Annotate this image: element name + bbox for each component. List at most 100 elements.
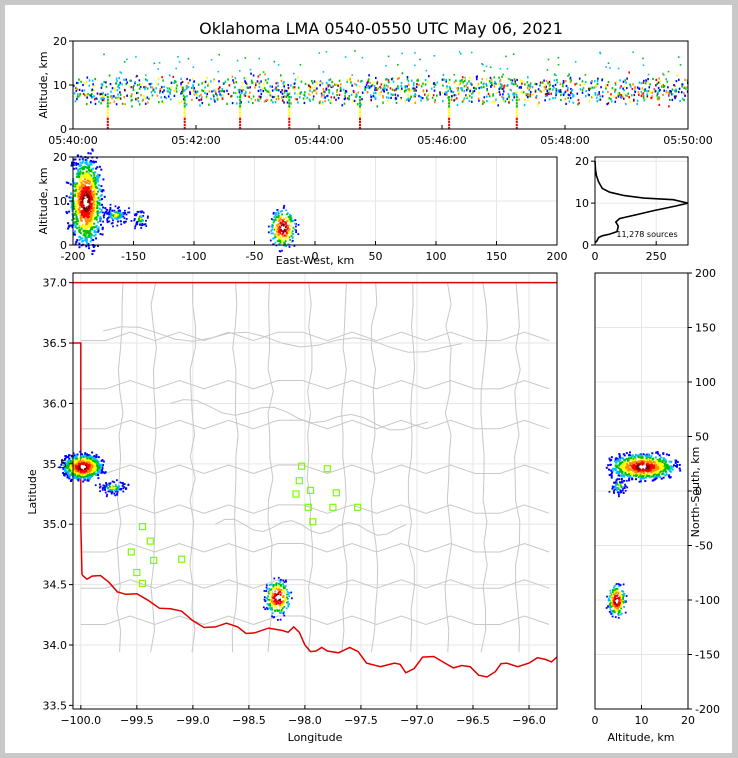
east-west-point (128, 211, 131, 214)
north-south-point (635, 472, 638, 475)
north-south-point (646, 471, 649, 474)
east-west-point (82, 234, 85, 237)
east-west-point (88, 247, 91, 250)
altitude-time-point (413, 95, 416, 98)
east-west-point (79, 170, 82, 173)
plan-view-point (114, 484, 117, 487)
north-south-point (622, 468, 625, 471)
altitude-time-point (593, 86, 595, 89)
plan-view-point (86, 479, 89, 482)
north-south-point (640, 456, 642, 459)
east-west-point (88, 222, 91, 225)
altitude-time-point (452, 91, 454, 94)
altitude-time-point (649, 91, 652, 94)
east-west-point (124, 209, 126, 212)
north-south-point (611, 467, 614, 470)
north-south-point (621, 590, 624, 592)
plan-view-point (284, 585, 287, 587)
east-west-point (277, 226, 279, 228)
altitude-time-point (591, 95, 594, 98)
altitude-time-point (544, 94, 547, 98)
east-west-point (81, 225, 84, 227)
altitude-time-point (180, 85, 182, 88)
altitude-time-point (426, 98, 429, 101)
altitude-time-point (382, 96, 384, 99)
plan-view-point (73, 456, 76, 459)
county-line (103, 326, 462, 353)
north-south-point (650, 463, 653, 466)
altitude-time-point (300, 80, 303, 83)
east-west-point (85, 213, 88, 216)
altitude-time-point (369, 81, 371, 84)
north-south-point (620, 474, 623, 477)
north-south-point (618, 495, 620, 498)
altitude-time-point (139, 85, 142, 88)
altitude-time-point (560, 91, 562, 94)
altitude-time-point (170, 81, 173, 84)
altitude-time-point (109, 101, 111, 105)
plan-view-point (96, 468, 99, 471)
plan-view-point (92, 457, 95, 460)
north-south-point (614, 610, 617, 613)
east-west-point (88, 235, 90, 238)
east-west-point (81, 205, 84, 208)
east-west-point (97, 196, 100, 199)
altitude-time-point (581, 80, 584, 83)
east-west-point (89, 188, 92, 191)
altitude-time-point (149, 86, 152, 89)
altitude-time-point (420, 99, 422, 102)
altitude-time-point (368, 86, 371, 89)
altitude-time-point (461, 81, 464, 84)
altitude-time-point (144, 102, 147, 105)
east-west-point (285, 235, 287, 238)
altitude-time-point (654, 90, 657, 93)
east-west-point (88, 201, 91, 204)
altitude-time-point (591, 80, 593, 83)
altitude-time-x-tick-label: 05:40:00 (48, 134, 97, 147)
east-west-point (87, 225, 90, 228)
altitude-time-point (136, 97, 138, 100)
altitude-time-point (316, 87, 318, 90)
east-west-point (284, 223, 287, 225)
east-west-point (271, 226, 274, 229)
north-south-point (659, 458, 661, 461)
longitude-tick-label: −99.5 (120, 714, 154, 727)
plan-view-point (64, 470, 67, 472)
lma-figure: Oklahoma LMA 0540-0550 UTC May 06, 2021 … (26, 19, 720, 744)
north-south-point (676, 464, 679, 466)
east-west-point (92, 194, 95, 197)
altitude-time-point (535, 96, 537, 99)
north-south-point (651, 468, 654, 471)
altitude-time-point (449, 87, 452, 90)
north-south-point (647, 467, 650, 470)
altitude-time-streak (515, 117, 518, 120)
plan-view-point (80, 474, 82, 476)
east-west-point (83, 187, 86, 189)
altitude-time-point (640, 82, 643, 85)
plan-view-point (97, 474, 100, 476)
north-south-point (655, 465, 658, 468)
altitude-time-point (501, 95, 503, 99)
altitude-time-point (624, 79, 627, 82)
east-west-point (87, 231, 90, 234)
altitude-time-point (85, 80, 88, 83)
altitude-time-point (240, 89, 243, 92)
east-west-point (78, 206, 81, 209)
east-west-point (84, 206, 87, 209)
east-west-point (82, 160, 85, 163)
north-south-point (623, 486, 626, 488)
altitude-time-point (569, 97, 572, 100)
east-west-point (90, 162, 93, 165)
altitude-time-point (634, 89, 636, 92)
east-west-point (108, 209, 111, 212)
altitude-time-point (118, 87, 121, 90)
north-south-point (613, 611, 616, 614)
east-west-point (123, 221, 126, 224)
north-south-point (623, 600, 626, 602)
altitude-time-point (111, 87, 114, 90)
altitude-time-point (561, 82, 564, 85)
north-south-point (639, 460, 642, 463)
north-south-point (610, 606, 613, 608)
east-west-point (92, 187, 95, 189)
north-south-point (641, 466, 644, 469)
